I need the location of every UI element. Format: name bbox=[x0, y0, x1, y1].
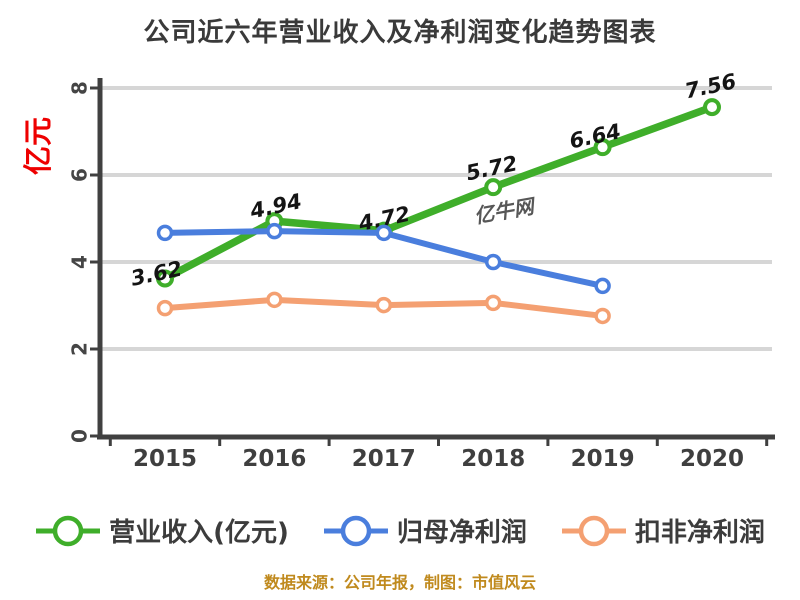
legend-circle bbox=[52, 515, 84, 546]
data-point-marker bbox=[375, 296, 393, 314]
legend-item-revenue: 营业收入(亿元) bbox=[35, 512, 289, 549]
y-tick-label: 2 bbox=[68, 342, 92, 356]
chart-legend: 营业收入(亿元) 归母净利润 扣非净利润 bbox=[0, 512, 800, 549]
line-circle-marker-icon bbox=[36, 515, 101, 546]
legend-item-net-profit: 归母净利润 bbox=[323, 512, 527, 549]
data-point-marker bbox=[593, 138, 612, 157]
x-tick-label: 2015 bbox=[133, 446, 197, 472]
series-line-0 bbox=[161, 103, 716, 283]
y-tick-label: 8 bbox=[68, 81, 92, 95]
data-point-marker bbox=[156, 299, 174, 317]
data-point-marker bbox=[703, 98, 721, 117]
watermark-text: 亿牛网 bbox=[472, 194, 538, 229]
data-point-marker bbox=[375, 224, 393, 242]
data-point-label: 6.64 bbox=[567, 119, 623, 153]
x-tick-label: 2020 bbox=[680, 446, 744, 472]
data-point-marker bbox=[484, 253, 502, 271]
chart-title: 公司近六年营业收入及净利润变化趋势图表 bbox=[143, 18, 657, 48]
data-point-label: 4.94 bbox=[247, 189, 304, 223]
y-tick-label: 6 bbox=[68, 168, 92, 182]
data-point-marker bbox=[266, 222, 283, 240]
x-tick-label: 2016 bbox=[242, 446, 306, 472]
legend-circle bbox=[340, 515, 372, 546]
x-tick-label: 2017 bbox=[352, 446, 416, 472]
legend-circle bbox=[578, 515, 610, 546]
data-point-marker bbox=[594, 277, 611, 295]
source-caption: 数据来源：公司年报，制图：市值风云 bbox=[263, 573, 536, 592]
x-tick-label: 2019 bbox=[571, 446, 635, 472]
data-point-marker bbox=[156, 224, 174, 242]
legend-label-deducted-profit: 扣非净利润 bbox=[634, 518, 765, 548]
line-circle-marker-icon bbox=[323, 515, 388, 546]
y-tick-label: 4 bbox=[68, 255, 92, 269]
data-point-marker bbox=[266, 291, 283, 309]
y-tick-label: 0 bbox=[68, 429, 92, 443]
data-point-marker bbox=[156, 269, 174, 288]
legend-item-deducted-profit: 扣非净利润 bbox=[561, 512, 765, 549]
legend-label-net-profit: 归母净利润 bbox=[396, 518, 527, 548]
data-point-label: 7.56 bbox=[683, 69, 739, 103]
data-point-marker bbox=[484, 178, 503, 197]
x-tick-label: 2018 bbox=[461, 446, 525, 472]
line-circle-marker-icon bbox=[561, 515, 626, 546]
data-point-marker bbox=[484, 294, 502, 312]
legend-label-revenue: 营业收入(亿元) bbox=[109, 518, 289, 548]
y-axis-title: 亿元 bbox=[21, 117, 55, 175]
data-point-marker bbox=[594, 307, 611, 325]
